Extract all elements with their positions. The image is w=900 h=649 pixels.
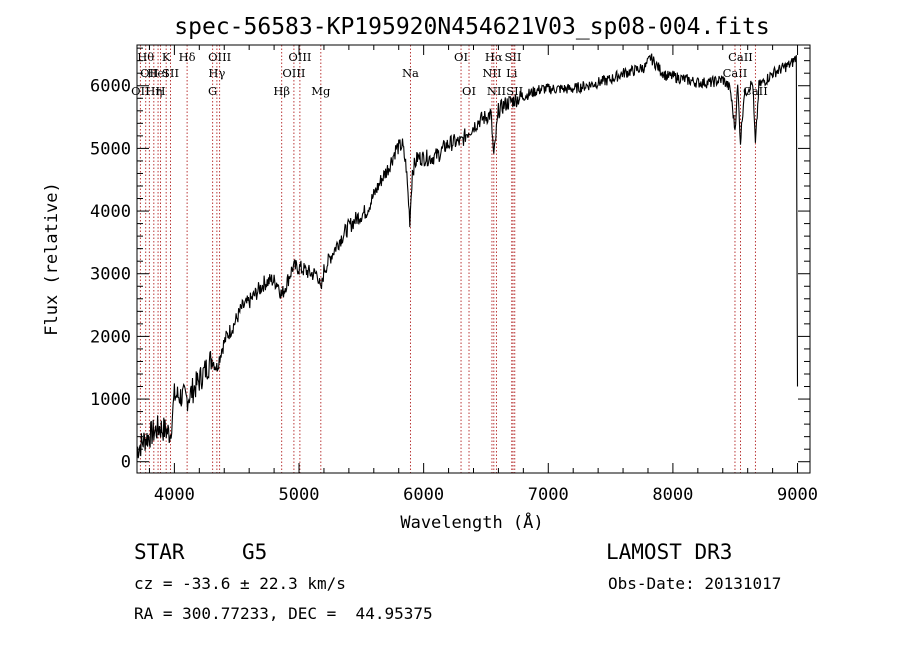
- line-label: OI: [454, 50, 468, 64]
- line-label: CaII: [723, 66, 748, 80]
- y-tick-label: 4000: [90, 202, 131, 222]
- line-label: CaII: [728, 50, 753, 64]
- survey-name: LAMOST DR3: [606, 540, 733, 564]
- line-label: SII: [506, 84, 523, 98]
- y-tick-label: 2000: [90, 327, 131, 347]
- line-label: NII: [482, 66, 501, 80]
- x-tick-label: 5000: [279, 485, 320, 505]
- line-label: Na: [402, 66, 419, 80]
- y-tick-label: 1000: [90, 390, 131, 410]
- line-label: Hγ: [208, 66, 225, 80]
- axis-ticks: 4000 5000 6000 7000 8000 9000 0 1000 2000 3000 400…: [90, 45, 818, 505]
- x-axis-label: Wavelength (Å): [400, 511, 543, 533]
- emission-line-markers: HθOIIOIIHηHeIHKSIIHδGHγOIIIHβOIIIOIIIMgN…: [131, 45, 768, 473]
- line-label: K: [162, 50, 171, 64]
- x-tick-label: 6000: [403, 485, 444, 505]
- x-tick-label: 8000: [652, 485, 693, 505]
- line-label: NII: [487, 84, 506, 98]
- line-label: CaII: [743, 84, 768, 98]
- line-label: Li: [506, 66, 518, 80]
- line-label: OIII: [282, 66, 305, 80]
- line-label: OIII: [208, 50, 231, 64]
- object-subclass: G5: [242, 540, 268, 564]
- line-label: SII: [505, 50, 522, 64]
- x-tick-label: 7000: [528, 485, 569, 505]
- y-tick-label: 3000: [90, 265, 131, 285]
- line-label: Hα: [485, 50, 503, 64]
- plot-frame: [136, 44, 811, 474]
- y-tick-label: 0: [121, 453, 131, 473]
- line-label: Hθ: [137, 50, 154, 64]
- line-label: OIII: [288, 50, 311, 64]
- observation-date: Obs-Date: 20131017: [608, 574, 782, 593]
- line-label: Hβ: [273, 84, 290, 98]
- line-label: OI: [462, 84, 476, 98]
- line-label: Hδ: [179, 50, 196, 64]
- line-label: HeI: [147, 66, 168, 80]
- y-tick-label: 6000: [90, 77, 131, 97]
- object-class: STAR: [134, 540, 185, 564]
- flux-series-line: [136, 53, 799, 459]
- line-label: SII: [162, 66, 179, 80]
- redshift-cz: cz = -33.6 ± 22.3 km/s: [134, 574, 346, 593]
- x-tick-label: 9000: [777, 485, 818, 505]
- line-label: H: [156, 84, 166, 98]
- line-label: G: [208, 84, 217, 98]
- y-tick-label: 5000: [90, 139, 131, 159]
- x-tick-label: 4000: [154, 485, 195, 505]
- chart-title: spec-56583-KP195920N454621V03_sp08-004.f…: [174, 14, 769, 40]
- line-label: Mg: [311, 84, 331, 98]
- y-axis-label: Flux (relative): [42, 182, 62, 336]
- coordinates: RA = 300.77233, DEC = 44.95375: [134, 604, 433, 623]
- line-label: OII: [131, 84, 150, 98]
